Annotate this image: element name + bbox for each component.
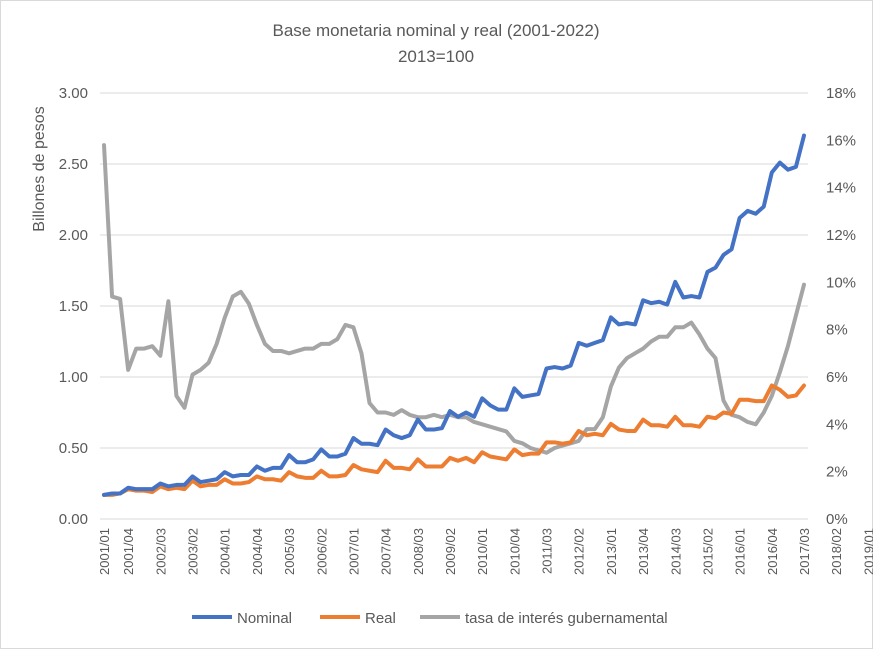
x-tick-label: 2010/04 (507, 528, 522, 575)
legend-label-nominal: Nominal (237, 610, 292, 627)
x-tick-label: 2016/04 (765, 528, 780, 575)
legend-label-tasa: tasa de interés gubernamental (465, 610, 668, 627)
right-tick-label: 16% (826, 132, 856, 149)
x-tick-label: 2011/03 (540, 528, 555, 574)
right-tick-label: 18% (826, 85, 856, 102)
x-tick-label: 2008/03 (411, 528, 426, 575)
right-tick-label: 4% (826, 416, 848, 433)
gridlines (100, 92, 808, 520)
legend-label-real: Real (365, 610, 396, 627)
left-tick-label: 1.00 (59, 369, 88, 386)
x-tick-label: 2004/01 (218, 528, 233, 575)
left-axis-ticks: 0.00 0.50 1.00 1.50 2.00 2.50 3.00 (59, 85, 88, 528)
left-tick-label: 0.00 (59, 511, 88, 528)
left-tick-label: 2.50 (59, 156, 88, 173)
right-tick-label: 14% (826, 180, 856, 197)
x-tick-label: 2007/04 (379, 528, 394, 575)
x-tick-label: 2001/04 (121, 528, 136, 575)
x-tick-label: 2016/01 (733, 528, 748, 575)
right-axis-ticks: 0% 2% 4% 6% 8% 10% 12% 14% 16% 18% (826, 85, 856, 528)
x-axis-ticks: 2001/01 2001/04 2002/03 2003/02 2004/01 2004/… (97, 528, 873, 575)
x-tick-label: 2015/02 (700, 528, 715, 575)
x-tick-label: 2007/01 (346, 528, 361, 575)
series-lines (102, 133, 806, 497)
left-tick-label: 1.50 (59, 298, 88, 315)
x-tick-label: 2003/02 (186, 528, 201, 575)
x-tick-label: 2010/01 (475, 528, 490, 575)
right-tick-label: 2% (826, 464, 848, 481)
x-tick-label: 2013/04 (636, 528, 651, 575)
left-tick-label: 3.00 (59, 85, 88, 102)
x-tick-label: 2017/03 (797, 528, 812, 575)
x-tick-label: 2018/02 (829, 528, 844, 575)
x-tick-label: 2012/02 (572, 528, 587, 575)
right-tick-label: 12% (826, 227, 856, 244)
x-tick-label: 2005/03 (282, 528, 297, 575)
left-tick-label: 2.00 (59, 227, 88, 244)
series-line-0 (102, 133, 806, 497)
x-tick-label: 2004/04 (250, 528, 265, 575)
x-tick-label: 2006/02 (314, 528, 329, 575)
chart-title: Base monetaria nominal y real (2001-2022… (273, 21, 600, 40)
series-line-1 (102, 383, 806, 497)
chart-subtitle: 2013=100 (398, 47, 474, 66)
right-tick-label: 8% (826, 322, 848, 339)
left-tick-label: 0.50 (59, 440, 88, 457)
right-tick-label: 0% (826, 511, 848, 528)
x-tick-label: 2001/01 (97, 528, 112, 575)
y-axis-title: Billones de pesos (31, 106, 48, 231)
right-tick-label: 10% (826, 274, 856, 291)
right-tick-label: 6% (826, 369, 848, 386)
x-tick-label: 2002/03 (153, 528, 168, 575)
x-tick-label: 2009/02 (443, 528, 458, 575)
x-tick-label: 2019/01 (861, 528, 873, 575)
legend: Nominal Real tasa de interés gubernament… (192, 610, 668, 627)
x-tick-label: 2014/03 (668, 528, 683, 575)
x-tick-label: 2013/01 (604, 528, 619, 575)
